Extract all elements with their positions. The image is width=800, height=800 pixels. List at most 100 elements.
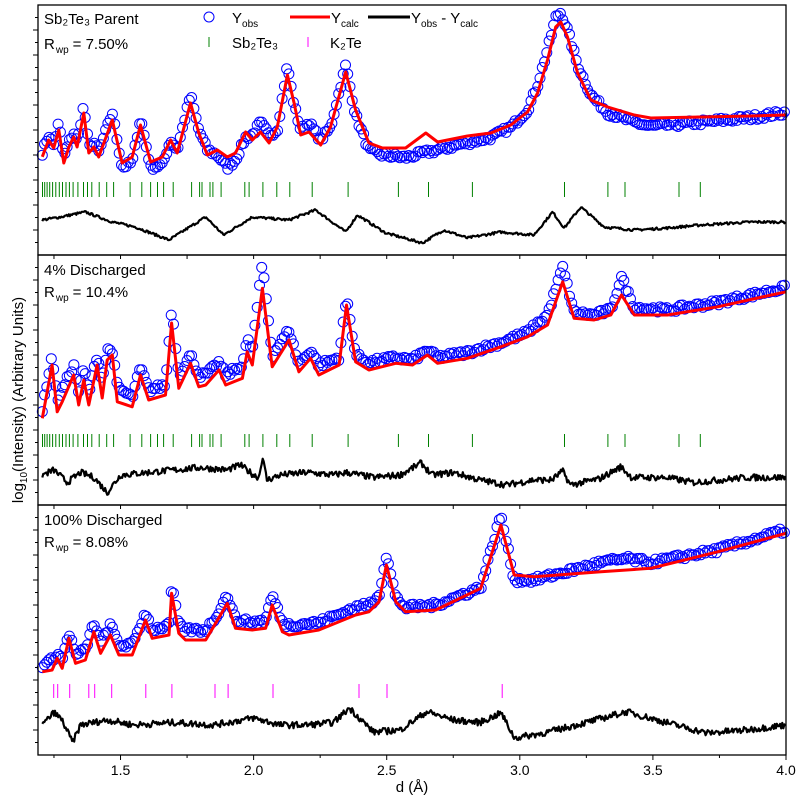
yobs-point	[392, 150, 403, 162]
yobs-point	[720, 113, 732, 125]
panel-3-rwp: Rwp = 8.08%	[44, 534, 128, 554]
yobs-point	[192, 624, 204, 636]
panel-3-label: 100% Discharged	[44, 512, 162, 529]
yobs-point	[387, 151, 399, 163]
yobs-point	[373, 148, 385, 160]
yobs-point	[380, 552, 392, 564]
yobs-point	[398, 150, 410, 162]
yobs-point	[543, 35, 555, 47]
yobs-point	[724, 539, 736, 551]
yobs-point	[161, 618, 173, 630]
yobs-point	[778, 106, 790, 118]
yobs-point	[45, 353, 57, 365]
difference-line	[41, 707, 787, 743]
yobs-point	[276, 333, 288, 345]
yobs-point	[672, 549, 684, 561]
yobs-point	[616, 554, 627, 566]
legend-yobs-label: Yobs	[232, 10, 258, 30]
legend-sb2te3-label: Sb₂Te₃	[232, 35, 278, 52]
difference-line	[41, 457, 787, 496]
yobs-point	[220, 157, 231, 169]
yobs-point	[75, 644, 87, 656]
yobs-point	[496, 512, 508, 524]
yobs-point	[554, 7, 566, 19]
yobs-point	[335, 608, 347, 620]
x-tick-label: 3.5	[643, 762, 663, 778]
panel-3	[36, 512, 790, 743]
k2te-reflections	[53, 684, 503, 698]
x-tick-label: 2.5	[377, 762, 397, 778]
yobs-point	[106, 621, 118, 633]
yobs-point	[48, 139, 60, 151]
yobs-point	[342, 604, 354, 616]
yobs-point	[665, 305, 677, 317]
x-tick-label: 4.0	[776, 762, 796, 778]
yobs-point	[557, 260, 569, 272]
yobs-point	[778, 279, 790, 291]
yobs-point	[754, 112, 765, 124]
ycalc-line	[40, 20, 787, 165]
x-tick-label: 3.0	[510, 762, 530, 778]
yobs-point	[711, 113, 722, 125]
legend-yobs-symbol	[203, 11, 215, 23]
yobs-point	[197, 624, 209, 636]
yobs-point	[622, 286, 634, 297]
yobs-point	[308, 123, 320, 135]
yobs-point	[340, 59, 351, 71]
yobs-point	[516, 576, 528, 588]
ycalc-line	[40, 280, 787, 419]
sb2te3-reflections	[42, 182, 701, 197]
difference-line	[41, 206, 787, 245]
legend: Yobs Ycalc Yobs - Ycalc Sb₂Te₃ K₂Te	[203, 10, 478, 52]
panel-2	[36, 260, 790, 496]
yobs-point	[735, 292, 747, 304]
yobs-point	[358, 597, 370, 609]
yobs-point	[249, 615, 261, 627]
yobs-point	[283, 326, 295, 338]
yobs-point	[258, 272, 270, 284]
panel-1-label: Sb₂Te₃ Parent	[44, 11, 139, 28]
yobs-point	[235, 361, 247, 373]
y-axis-label: log10(Intensity) (Arbitrary Units)	[10, 297, 30, 503]
x-tick-label: 2.0	[244, 762, 264, 778]
yobs-point	[267, 591, 279, 603]
yobs-point	[226, 362, 238, 374]
sb2te3-reflections	[42, 434, 701, 447]
yobs-point	[493, 514, 505, 526]
x-tick-label: 1.5	[111, 762, 131, 778]
yobs-point	[466, 137, 478, 149]
yobs-series	[36, 7, 790, 175]
panel-1	[36, 7, 790, 245]
yobs-point	[421, 144, 433, 156]
yobs-point	[104, 618, 116, 630]
yobs-point	[604, 554, 616, 566]
yobs-point	[256, 261, 268, 273]
yobs-point	[593, 555, 605, 567]
legend-ycalc-label: Ycalc	[331, 10, 359, 30]
yobs-point	[249, 319, 261, 331]
yobs-point	[778, 526, 790, 538]
yobs-point	[308, 350, 320, 362]
yobs-series	[36, 260, 790, 418]
panel-2-label: 4% Discharged	[44, 262, 146, 279]
yobs-point	[244, 616, 256, 628]
yobs-point	[269, 127, 281, 139]
x-axis-label: d (Å)	[396, 779, 429, 796]
yobs-point	[220, 591, 231, 603]
yobs-point	[507, 118, 519, 130]
yobs-point	[195, 626, 207, 638]
yobs-point	[106, 108, 118, 120]
yobs-point	[471, 136, 483, 148]
yobs-point	[715, 112, 727, 124]
yobs-point	[287, 338, 299, 350]
yobs-point	[68, 359, 80, 371]
yobs-point	[77, 365, 89, 377]
yobs-point	[251, 301, 263, 313]
yobs-point	[79, 368, 91, 380]
yobs-point	[600, 304, 612, 316]
yobs-point	[423, 147, 435, 159]
legend-k2te-label: K₂Te	[330, 35, 362, 52]
panel-1-rwp: Rwp = 7.50%	[44, 36, 128, 56]
ycalc-line	[42, 523, 787, 674]
